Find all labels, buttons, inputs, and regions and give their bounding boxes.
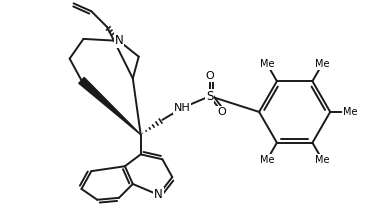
Text: N: N (154, 188, 163, 201)
Text: Me: Me (315, 155, 329, 165)
Text: O: O (205, 71, 214, 81)
Text: Me: Me (315, 59, 329, 69)
Text: N: N (114, 34, 123, 47)
Polygon shape (79, 77, 141, 135)
Text: Me: Me (260, 155, 274, 165)
Text: Me: Me (260, 59, 274, 69)
Text: Me: Me (343, 107, 357, 117)
Text: S: S (206, 90, 213, 103)
Text: O: O (217, 107, 226, 117)
Text: NH: NH (174, 103, 191, 113)
